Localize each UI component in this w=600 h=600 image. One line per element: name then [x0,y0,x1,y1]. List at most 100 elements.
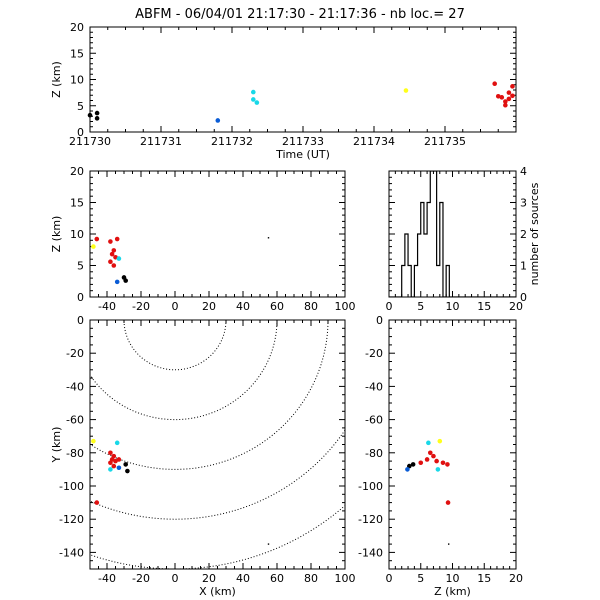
data-point [510,93,515,99]
data-point [111,263,117,268]
x-tick-label: 20 [202,300,216,313]
y-tick-label: 0 [520,291,527,304]
y-tick-label: 0 [77,314,84,327]
y-tick-label: 4 [520,165,527,178]
data-point [495,94,501,99]
data-point [108,450,113,456]
data-point [108,259,113,265]
data-point [125,468,130,474]
data-point [405,467,410,472]
x-tick-label: 211731 [140,135,182,148]
data-point [440,460,446,466]
y-tick-label: -100 [358,480,383,493]
y-tick-label: -140 [358,546,383,559]
y-tick-label: -60 [66,414,84,427]
data-point [91,244,96,249]
x-tick-label: 211733 [282,135,324,148]
data-point [447,543,450,545]
y-tick-label: -80 [66,447,84,460]
data-point [435,467,441,472]
plot-frame [388,319,517,570]
x-tick-label: 211735 [424,135,466,148]
data-point [108,467,113,472]
x-tick-label: 20 [509,572,523,585]
data-point [506,96,512,102]
y-tick-label: 0 [376,314,383,327]
y-tick-label: 1 [520,260,527,273]
panels-layer: 211730 211731 211732 211733 211734 2117350510… [50,21,542,598]
range-ring [90,320,329,470]
y-tick-label: 5 [77,260,84,273]
data-point [215,118,221,123]
y-tick-label: -120 [358,513,383,526]
y-tick-label: 15 [70,47,84,60]
x-tick-label: 100 [335,300,356,313]
y-tick-label: 2 [520,228,527,241]
y-tick-label: -40 [66,380,84,393]
data-point [267,543,270,545]
y-tick-label: -60 [365,414,383,427]
x-tick-label: 40 [236,300,250,313]
x-tick-label: 15 [477,572,491,585]
x-tick-label: 20 [202,572,216,585]
data-point [108,239,113,244]
x-tick-label: 80 [304,300,318,313]
x-tick-label: 20 [509,300,523,313]
data-point [123,462,128,467]
y-tick-label: -20 [365,347,383,360]
y-tick-label: 10 [70,228,84,241]
data-point [251,97,256,102]
y-tick-label: -40 [365,380,383,393]
y-axis-label: Y (km) [50,427,63,464]
data-point [94,236,100,242]
y-tick-label: 10 [70,74,84,87]
data-point [108,460,113,466]
data-point [510,84,515,89]
histogram-step-line [389,171,516,297]
x-tick-label: 10 [446,300,460,313]
x-tick-label: -20 [132,572,150,585]
plot-frame [89,170,346,298]
y-tick-label: 0 [77,126,84,139]
chart-title: ABFM - 06/04/01 21:17:30 - 21:17:36 - nb… [135,7,465,22]
x-tick-label: 80 [304,572,318,585]
data-point [94,116,100,121]
data-point [418,460,424,466]
data-point [410,462,416,467]
data-point [267,237,270,239]
y-tick-label: 15 [70,197,84,210]
y-axis-label: Z (km) [50,61,63,98]
x-axis-label: X (km) [199,585,236,598]
data-point [434,458,439,464]
data-point [94,110,100,116]
x-tick-label: 10 [446,572,460,585]
x-tick-label: 5 [417,572,424,585]
panel-x-height: -40 -20 0 20 40 60 80 100 0 5 10 15 20 Z (km) [50,165,356,313]
y-tick-label: 5 [77,100,84,113]
data-point [116,457,122,462]
plot-frame [89,26,517,133]
x-tick-label: 60 [270,572,284,585]
y-tick-label: 3 [520,197,527,210]
data-point [111,463,117,469]
data-point [503,99,508,104]
data-point [403,88,409,93]
y-tick-label: 20 [70,165,84,178]
data-point [114,440,120,446]
x-tick-label: 0 [172,572,179,585]
panel-height-y: 0 5 10 15 20 0 -20 -40 -60 -80 -100 -120 -140 Z (km) [358,314,523,598]
y-tick-label: -80 [365,447,383,460]
x-tick-label: -20 [132,300,150,313]
data-point [492,81,498,86]
x-tick-label: 211734 [353,135,395,148]
data-point [91,438,96,444]
data-point [437,438,443,444]
data-point [116,465,122,471]
data-point [424,457,430,462]
y-tick-label: -100 [59,480,84,493]
data-point [251,89,256,95]
panel-plan-view: -40 -20 0 20 40 60 80 100 0 -20 -40 -60 -80 -100 -120 -… [50,314,356,598]
x-tick-label: 5 [417,300,424,313]
data-point [499,95,505,100]
